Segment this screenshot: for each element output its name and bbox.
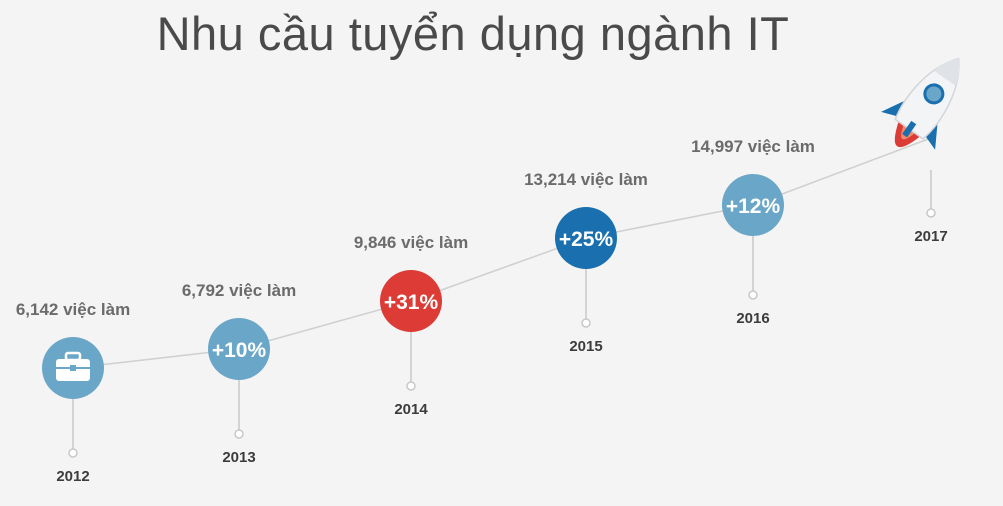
briefcase-icon	[56, 351, 90, 381]
milestone-2016: 2016 14,997 việc làm +12%	[691, 137, 815, 327]
year-label-2015: 2015	[569, 338, 602, 355]
milestone-2014: 2014 9,846 việc làm +31%	[354, 233, 468, 418]
value-label-2016: 14,997 việc làm	[691, 137, 815, 156]
value-label-2014: 9,846 việc làm	[354, 233, 468, 252]
milestone-2015: 2015 13,214 việc làm +25%	[524, 170, 648, 355]
value-label-2013: 6,792 việc làm	[182, 281, 296, 300]
stem-dot-2013	[234, 429, 244, 439]
chart-title: Nhu cầu tuyển dụng ngành IT	[156, 7, 790, 60]
value-label-2012: 6,142 việc làm	[16, 300, 130, 319]
growth-label-2015: +25%	[559, 228, 614, 251]
year-label-2014: 2014	[394, 401, 428, 418]
value-label-2015: 13,214 việc làm	[524, 170, 648, 189]
growth-label-2014: +31%	[384, 291, 439, 314]
rocket-icon	[881, 57, 960, 150]
rocket-nose	[934, 58, 960, 86]
data-point-2015	[555, 207, 617, 269]
rocket-center-fin	[902, 120, 917, 138]
year-label-2013: 2013	[222, 449, 255, 466]
stem-dot-2015	[581, 318, 591, 328]
data-point-2013	[208, 318, 270, 380]
milestone-2013: 2013 6,792 việc làm +10%	[182, 281, 296, 466]
year-label-2012: 2012	[56, 468, 89, 485]
data-point-2014	[380, 270, 442, 332]
rocket-window	[923, 83, 945, 105]
stem-dot-2017	[926, 208, 936, 218]
milestone-2012: 2012 6,142 việc làm	[16, 300, 130, 485]
year-label-2017: 2017	[914, 228, 947, 245]
milestone-2017: 2017	[881, 57, 960, 245]
growth-label-2016: +12%	[726, 195, 781, 218]
stem-dot-2012	[68, 448, 78, 458]
stem-dot-2016	[748, 290, 758, 300]
growth-label-2013: +10%	[212, 339, 267, 362]
year-label-2016: 2016	[736, 310, 769, 327]
stem-dot-2014	[406, 381, 416, 391]
trend-segment-2016-2017	[752, 137, 932, 206]
briefcase-clasp	[70, 365, 76, 371]
data-point-2016	[722, 174, 784, 236]
